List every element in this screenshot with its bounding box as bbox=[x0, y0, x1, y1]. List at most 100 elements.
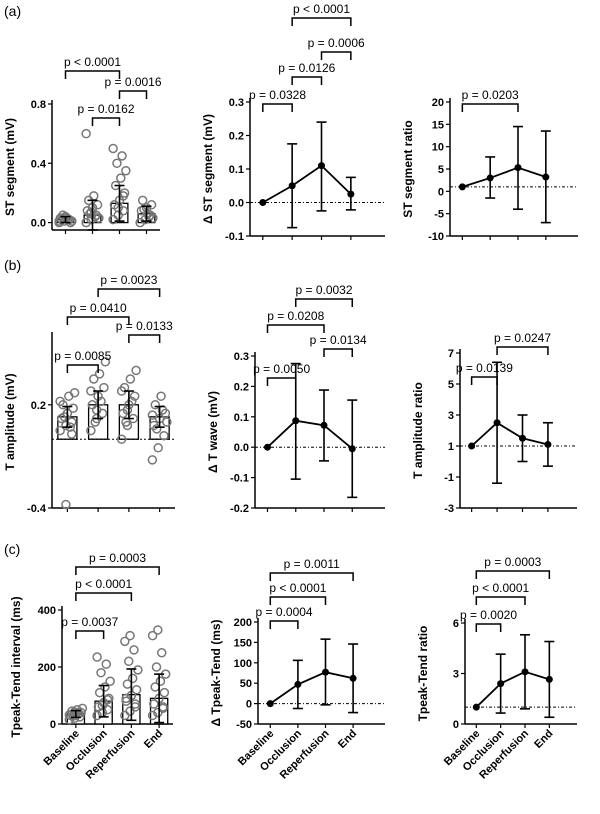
p-value-label: p = 0.0133 bbox=[116, 319, 173, 333]
y-tick-label: 0.0 bbox=[234, 442, 249, 454]
y-tick-label: 10 bbox=[432, 142, 444, 154]
y-tick-label: 0.4 bbox=[31, 158, 47, 170]
data-point bbox=[146, 200, 157, 210]
data-point bbox=[135, 217, 145, 228]
y-axis-title: T amplitude ratio bbox=[411, 382, 425, 479]
y-axis-title: ST segment (mV) bbox=[3, 118, 17, 216]
p-value-label: p = 0.0023 bbox=[100, 273, 157, 287]
mean-point bbox=[263, 443, 271, 451]
p-value-label: p = 0.0037 bbox=[61, 615, 118, 629]
mean-point bbox=[468, 442, 476, 450]
data-point bbox=[86, 425, 96, 436]
p-value-label: p = 0.0126 bbox=[278, 61, 335, 75]
y-tick-label: 0.2 bbox=[31, 400, 46, 412]
y-tick-label: 0.3 bbox=[234, 351, 249, 363]
y-tick-label: 3 bbox=[448, 410, 454, 422]
data-point bbox=[96, 667, 106, 678]
y-axis-title: Tpeak-Tend interval (ms) bbox=[9, 596, 23, 737]
data-point bbox=[125, 630, 135, 641]
significance-bracket bbox=[294, 298, 354, 307]
data-point bbox=[147, 710, 158, 721]
significance-bracket bbox=[64, 70, 121, 79]
significance-bracket bbox=[66, 364, 99, 373]
data-point bbox=[92, 200, 103, 210]
data-point bbox=[149, 699, 159, 709]
data-point bbox=[155, 676, 166, 686]
significance-bracket bbox=[75, 630, 105, 639]
p-value-label: p = 0.0006 bbox=[308, 36, 365, 50]
significance-bracket bbox=[118, 90, 148, 99]
mean-point bbox=[348, 445, 356, 453]
y-tick-label: -0.2 bbox=[230, 503, 249, 515]
significance-bracket bbox=[97, 288, 161, 297]
y-tick-label: 50 bbox=[240, 678, 252, 690]
p-value-label: p < 0.0001 bbox=[293, 2, 350, 16]
p-value-label: p = 0.0139 bbox=[456, 361, 513, 375]
significance-bracket bbox=[75, 592, 133, 601]
data-point bbox=[68, 711, 79, 721]
x-category-label: Reperfusion bbox=[84, 727, 138, 781]
p-value-label: p = 0.0410 bbox=[70, 301, 127, 315]
data-point bbox=[66, 429, 77, 439]
y-tick-label: -50 bbox=[236, 719, 252, 731]
data-point bbox=[120, 636, 130, 647]
data-point bbox=[129, 645, 139, 655]
significance-bracket bbox=[269, 620, 299, 629]
significance-bracket bbox=[291, 17, 352, 26]
data-point bbox=[147, 410, 158, 420]
y-axis-title: Δ Tpeak-Tend (ms) bbox=[209, 619, 223, 726]
y-tick-label: -3 bbox=[444, 503, 454, 515]
data-point bbox=[137, 195, 148, 206]
data-point bbox=[108, 143, 118, 154]
y-tick-label: 3 bbox=[453, 669, 459, 681]
significance-bracket bbox=[66, 316, 130, 325]
data-point bbox=[104, 693, 114, 704]
p-value-label: p = 0.0032 bbox=[295, 283, 352, 297]
data-point bbox=[86, 207, 96, 217]
mean-point bbox=[322, 668, 329, 676]
data-point bbox=[159, 431, 169, 441]
data-point bbox=[156, 391, 166, 401]
y-tick-label: 0.0 bbox=[31, 218, 46, 230]
data-point bbox=[131, 365, 141, 376]
data-point bbox=[92, 652, 102, 662]
chart-a2: -0.1 0.0 0.1 0.2 0.3 Δ ST segment (mV) p = 0.0… bbox=[201, 2, 385, 243]
y-tick-label: 200 bbox=[234, 617, 252, 629]
p-value-label: p = 0.0247 bbox=[494, 331, 551, 345]
p-value-label: p = 0.0004 bbox=[256, 605, 313, 619]
mean-point bbox=[497, 680, 505, 688]
x-category-label: End bbox=[532, 728, 555, 751]
mean-point bbox=[259, 199, 267, 206]
series-line bbox=[475, 670, 550, 708]
panel-label-a: (a) bbox=[4, 3, 21, 19]
y-tick-label: 0 bbox=[438, 186, 444, 198]
data-point bbox=[113, 203, 123, 213]
p-value-label: p < 0.0001 bbox=[75, 577, 132, 591]
data-point bbox=[122, 405, 133, 415]
significance-bracket bbox=[475, 596, 526, 605]
p-value-label: p = 0.0016 bbox=[104, 75, 161, 89]
mean-point bbox=[349, 674, 357, 682]
p-value-label: p = 0.0011 bbox=[284, 557, 340, 571]
mean-point bbox=[493, 419, 501, 427]
y-axis-title: T amplitude (mV) bbox=[3, 373, 17, 470]
significance-bracket bbox=[470, 376, 498, 385]
p-value-label: p = 0.0003 bbox=[89, 551, 146, 565]
data-point bbox=[156, 648, 167, 658]
y-tick-label: -0.1 bbox=[225, 231, 244, 243]
p-value-label: p = 0.0328 bbox=[249, 88, 306, 102]
significance-bracket bbox=[475, 570, 551, 579]
data-point bbox=[68, 403, 78, 413]
chart-b3: -3 -1 1 3 5 7 T amplitude ratio p = 0.0139 p = 0… bbox=[411, 331, 577, 515]
data-point bbox=[124, 656, 134, 667]
mean-point bbox=[514, 164, 522, 172]
data-point bbox=[117, 151, 127, 161]
p-value-label: p < 0.0001 bbox=[269, 581, 326, 595]
y-tick-label: -5 bbox=[434, 209, 444, 221]
mean-point bbox=[320, 421, 328, 429]
x-category-label: Reperfusion bbox=[278, 727, 332, 781]
significance-bracket bbox=[496, 346, 549, 355]
data-point bbox=[85, 208, 95, 219]
data-point bbox=[81, 128, 91, 139]
